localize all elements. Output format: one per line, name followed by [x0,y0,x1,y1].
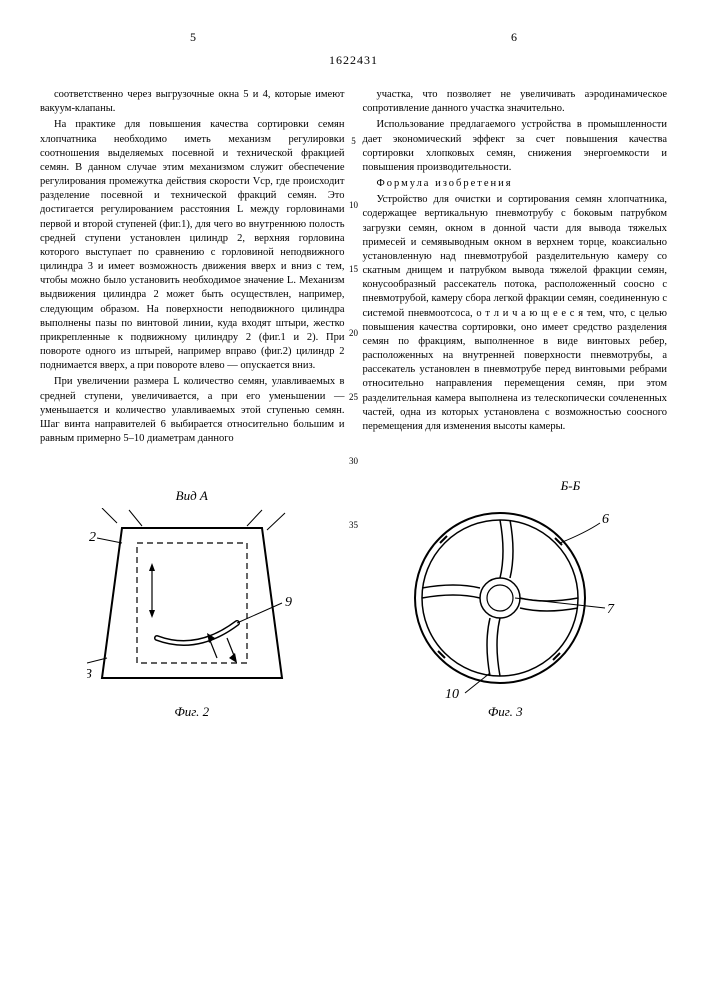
paragraph: участка, что позволяет не увеличивать аэ… [363,88,668,116]
figures-row: Вид А 2 3 9 [40,478,667,720]
page-num-left: 5 [190,30,196,45]
figure-2-title: Вид А [87,488,297,504]
line-marker: 35 [347,520,361,530]
figure-2-caption: Фиг. 2 [87,704,297,720]
paragraph: Использование предлагаемого устройства в… [363,118,668,175]
figure-3-title: Б-Б [390,478,580,494]
document-number: 1622431 [40,53,667,68]
formula-heading: Формула изобретения [377,178,513,189]
line-marker: 5 [347,136,361,146]
fig2-label-3: 3 [87,667,92,682]
figure-3: Б-Б [390,478,620,720]
fig2-label-9: 9 [285,595,292,610]
left-column: соответственно через выгрузочные окна 5 … [40,88,345,448]
fig3-label-6: 6 [602,512,609,527]
figure-3-caption: Фиг. 3 [390,704,620,720]
line-marker: 10 [347,200,361,210]
paragraph: При увеличении размера L количество семя… [40,375,345,446]
figure-3-svg: 6 7 10 [390,498,620,698]
paragraph: Устройство для очистки и сортирования се… [363,193,668,434]
fig3-label-7: 7 [607,602,615,617]
figure-2-svg: 2 3 9 [87,508,297,698]
page-num-right: 6 [511,30,517,45]
fig3-label-10: 10 [445,687,459,698]
line-marker: 25 [347,392,361,402]
paragraph: соответственно через выгрузочные окна 5 … [40,88,345,116]
figure-2: Вид А 2 3 9 [87,488,297,720]
fig2-label-2: 2 [89,530,96,545]
line-marker: 20 [347,328,361,338]
right-column: участка, что позволяет не увеличивать аэ… [363,88,668,448]
paragraph: На практике для повышения качества сорти… [40,118,345,373]
line-marker: 15 [347,264,361,274]
text-columns: 5 10 15 20 25 30 35 соответственно через… [40,88,667,448]
line-marker: 30 [347,456,361,466]
